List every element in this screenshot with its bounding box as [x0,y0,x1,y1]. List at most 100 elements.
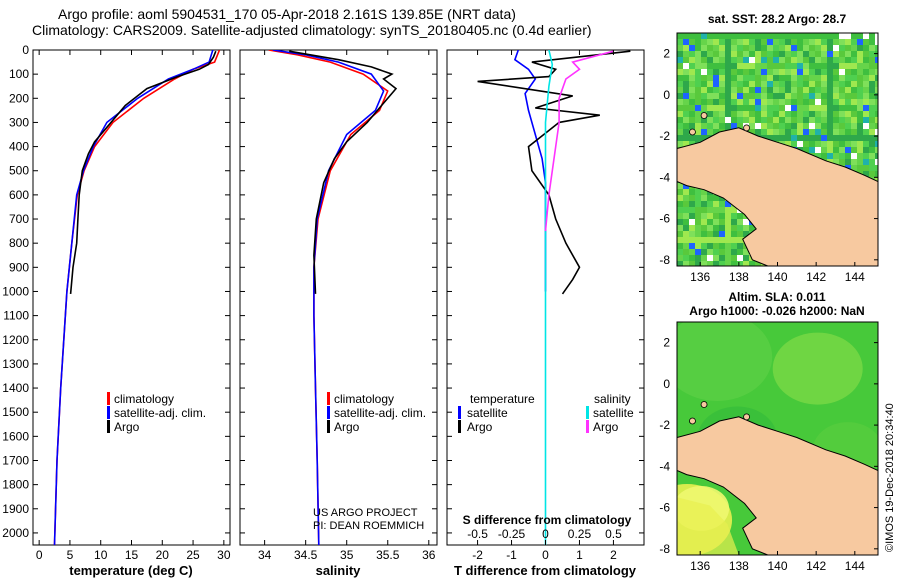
map-cell [809,45,815,51]
map-cell [767,87,773,93]
depth-tick-label: 300 [9,115,29,129]
lat-tick-label: -8 [659,253,670,267]
map-cell [785,81,791,87]
map-cell [869,81,875,87]
map-cell [725,213,731,219]
map-cell [761,111,767,117]
map-cell [713,129,719,135]
map-cell [713,195,719,201]
map-cell [743,111,749,117]
legend-title-salinity: salinity [594,392,631,406]
map-cell [683,63,689,69]
map-cell [869,153,875,159]
map-cell [785,51,791,57]
map-cell [707,201,713,207]
map-cell [719,45,725,51]
map-cell [869,147,875,153]
map-cell [689,255,695,261]
map-cell [755,69,761,75]
map-cell [803,75,809,81]
map-cell [869,111,875,117]
map-cell [689,237,695,243]
map-cell [803,105,809,111]
map-cell [719,57,725,63]
map-cell [725,81,731,87]
map-cell [797,75,803,81]
map-cell [875,159,878,165]
map-cell [683,75,689,81]
x-tick-label: -1 [506,548,517,562]
map-cell [839,33,845,39]
lon-tick-label: 142 [806,270,826,284]
map-cell [689,261,695,266]
map-cell [767,75,773,81]
x-tick-label: 0 [36,548,43,562]
map-cell [689,99,695,105]
map-cell [815,147,821,153]
map-cell [755,45,761,51]
map-cell [683,141,689,147]
map-cell [755,93,761,99]
map-cell [791,51,797,57]
map-cell [833,129,839,135]
map-cell [821,33,827,39]
map-cell [785,57,791,63]
salinity-panel [239,49,438,546]
map-cell [719,207,725,213]
map-cell [731,249,737,255]
map-cell [683,129,689,135]
map-cell [869,93,875,99]
map-cell [863,93,869,99]
map-cell [803,57,809,63]
map-cell [755,39,761,45]
map-cell [695,129,701,135]
depth-tick-label: 600 [9,188,29,202]
map-cell [701,51,707,57]
map-cell [767,69,773,75]
map-cell [779,33,785,39]
map-cell [773,135,779,141]
map-cell [701,213,707,219]
map-cell [695,93,701,99]
map-cell [677,231,683,237]
map-cell [683,183,689,189]
map-cell [701,249,707,255]
map-cell [779,123,785,129]
map-cell [839,117,845,123]
map-cell [713,105,719,111]
map-cell [779,87,785,93]
map-cell [851,159,857,165]
map-cell [797,117,803,123]
lon-tick-label: 140 [767,270,787,284]
map-cell [851,33,857,39]
map-cell [701,75,707,81]
map-cell [821,93,827,99]
map-cell [803,111,809,117]
map-cell [863,87,869,93]
map-cell [737,63,743,69]
map-cell [701,129,707,135]
map-cell [827,63,833,69]
map-cell [875,141,878,147]
map-cell [683,123,689,129]
map-cell [755,261,761,266]
map-cell [695,39,701,45]
map-cell [719,123,725,129]
map-cell [701,69,707,75]
map-cell [839,69,845,75]
legend-label-s-satellite: satellite [593,406,634,420]
map-cell [851,39,857,45]
map-cell [839,129,845,135]
map-cell [797,111,803,117]
map-cell [833,117,839,123]
sla-map-axes: 136 138 140 142 144 2 0 -2 -4 -6 -8 [659,336,878,573]
map-cell [689,75,695,81]
map-cell [677,39,683,45]
legend-swatch-t-argo [458,420,461,433]
map-cell [695,231,701,237]
map-cell [857,135,863,141]
map-cell [773,75,779,81]
map-cell [857,141,863,147]
map-cell [773,99,779,105]
map-cell [851,99,857,105]
